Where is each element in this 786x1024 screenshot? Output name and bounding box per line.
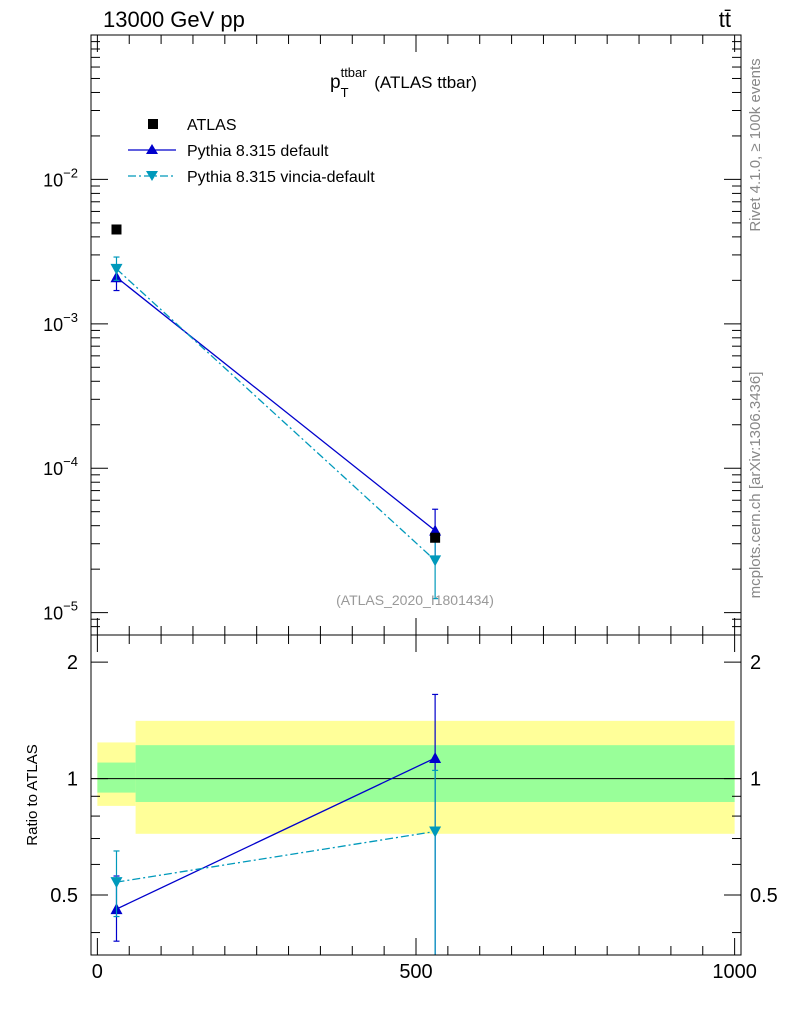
title-sub: T	[341, 85, 349, 100]
x-tick-label: 500	[399, 961, 432, 983]
legend-label-atlas: ATLAS	[187, 117, 237, 134]
main-series-group	[110, 224, 442, 600]
pythia-vincia-line	[116, 268, 436, 561]
legend-marker-atlas	[148, 119, 158, 129]
energy-label: 13000 GeV pp	[103, 7, 245, 32]
ratio-pythia-default-point	[429, 752, 442, 764]
ratio-y-tick-label-left: 0.5	[50, 885, 78, 907]
pythia-vincia-point	[429, 555, 442, 567]
ratio-y-tick-label-right: 1	[750, 769, 761, 791]
pythia-vincia-point	[110, 263, 123, 275]
rivet-version-label: Rivet 4.1.0, ≥ 100k events	[747, 58, 764, 231]
ratio-y-tick-label-left: 2	[67, 652, 78, 674]
atlas-point	[430, 532, 441, 543]
plot-title: pttbar T (ATLAS ttbar)	[330, 65, 477, 100]
ratio-pythia-vincia-point	[429, 826, 442, 838]
ratio-pythia-vincia-line	[116, 830, 436, 883]
ratio-pythia-vincia-point	[110, 877, 123, 889]
main-panel: 10−5 10−4 10−3 10−2 pttbar T (ATLAS ttbar) (…	[43, 34, 742, 636]
y-tick-label: 10−3	[43, 310, 78, 335]
pythia-default-line	[116, 276, 436, 532]
legend-marker-vincia	[146, 171, 158, 181]
y-tick-label: 10−2	[43, 165, 78, 190]
ratio-bands	[97, 720, 735, 834]
ratio-panel-frame	[90, 634, 742, 956]
ratio-y-axis-label: Ratio to ATLAS	[24, 744, 41, 845]
ratio-pythia-default-line	[116, 757, 436, 910]
ratio-y-tick-label-right: 0.5	[750, 885, 778, 907]
title-sup: ttbar	[341, 65, 368, 80]
y-tick-label: 10−5	[43, 599, 78, 624]
title-suffix: (ATLAS ttbar)	[370, 73, 477, 92]
y-tick-label: 10−4	[43, 454, 78, 479]
mcplots-label: mcplots.cern.ch [arXiv:1306.3436]	[747, 372, 764, 599]
ratio-y-tick-label-right: 2	[750, 652, 761, 674]
main-axis-ticks: 10−5 10−4 10−3 10−2	[43, 34, 741, 636]
ratio-y-tick-label-left: 1	[67, 769, 78, 791]
process-label: tt̄	[719, 7, 731, 32]
x-tick-label: 1000	[712, 961, 757, 983]
title-main: p	[330, 72, 341, 93]
legend-marker-default	[146, 144, 158, 154]
legend-label-vincia: Pythia 8.315 vincia-default	[187, 169, 375, 186]
x-tick-label: 0	[92, 961, 103, 983]
analysis-label: (ATLAS_2020_I1801434)	[336, 592, 494, 608]
ratio-axis-ticks: 0.5 0.5 1 1 2 2 0 500 1000	[50, 635, 778, 983]
ratio-band-stat	[97, 762, 136, 793]
ratio-panel: 0.5 0.5 1 1 2 2 0 500 1000 Ratio to ATLAS	[24, 634, 778, 983]
legend-label-default: Pythia 8.315 default	[187, 143, 329, 160]
ratio-series-group	[110, 693, 442, 955]
atlas-point	[111, 224, 122, 235]
legend: ATLAS Pythia 8.315 default Pythia 8.315 …	[128, 117, 375, 186]
